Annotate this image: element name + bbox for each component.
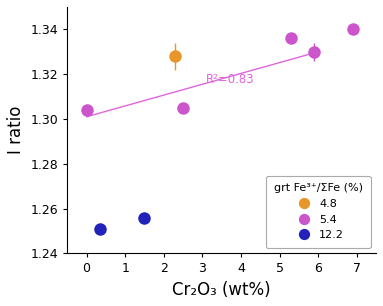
Y-axis label: I ratio: I ratio <box>7 106 25 155</box>
X-axis label: Cr₂O₃ (wt%): Cr₂O₃ (wt%) <box>172 281 271 299</box>
Text: R²=0.83: R²=0.83 <box>206 73 255 86</box>
Legend: 4.8, 5.4, 12.2: 4.8, 5.4, 12.2 <box>266 176 370 248</box>
